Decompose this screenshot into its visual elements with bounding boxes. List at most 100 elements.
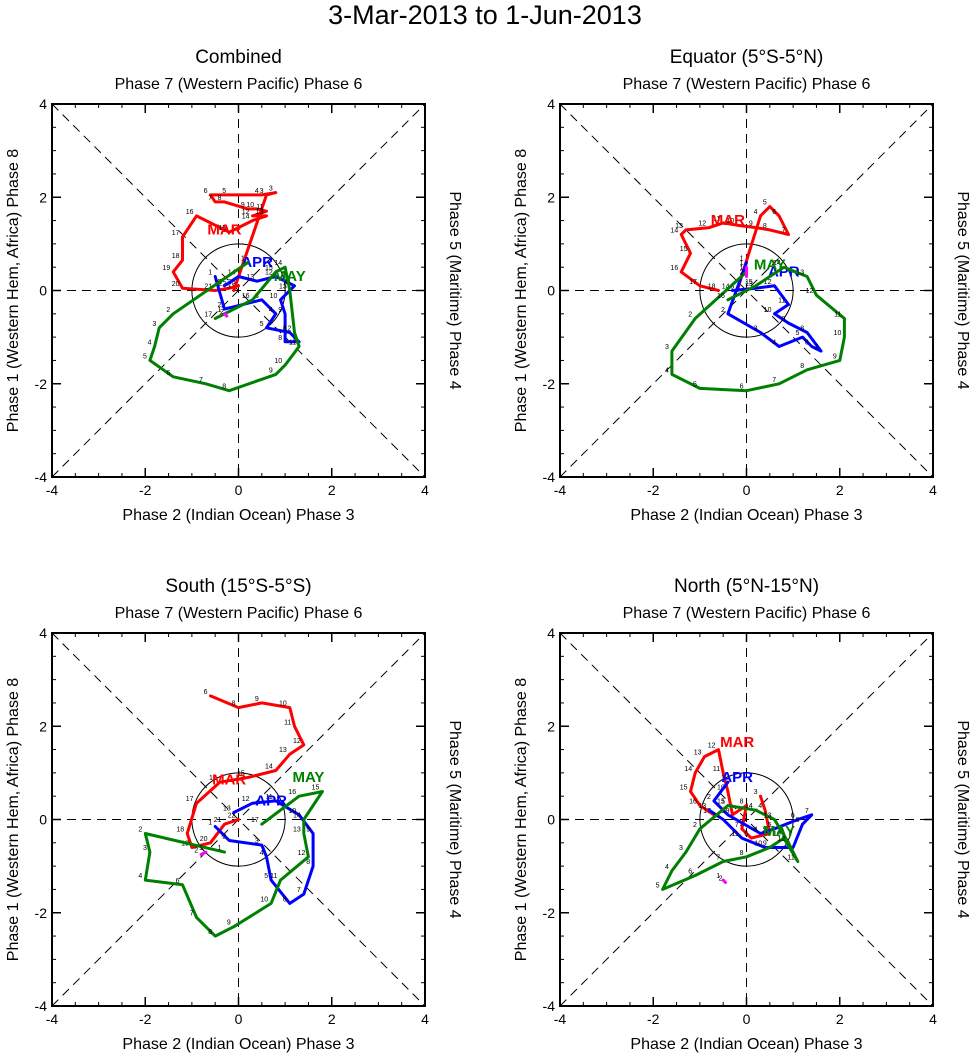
day-label-mar: 9 [726, 808, 730, 815]
x-tick-label: 4 [929, 1011, 937, 1027]
y-tick-label: -4 [543, 998, 556, 1014]
day-label-mar: 17 [186, 796, 194, 803]
day-label-may: 10 [773, 831, 781, 838]
day-label-may: 12 [298, 850, 306, 857]
day-label-mar: 4 [758, 803, 762, 810]
day-label-apr: 3 [754, 325, 758, 332]
left-phase-label: Phase 1 (Western Hem, Africa) Phase 8 [513, 149, 530, 432]
series-line-may [661, 804, 800, 891]
day-label-mar: 11 [256, 204, 263, 211]
series-line-jun [721, 878, 727, 884]
day-label-apr: 5 [796, 330, 800, 337]
day-label-may: 8 [800, 363, 804, 370]
day-label-apr: 13 [745, 281, 753, 288]
x-tick-label: 4 [421, 482, 429, 498]
day-label-may: 9 [763, 840, 767, 847]
series-line-apr [726, 261, 823, 353]
day-label-mar: 12 [698, 221, 706, 228]
y-tick-label: -2 [35, 376, 48, 392]
day-label-mar: 16 [689, 799, 697, 806]
day-label-jun: 1 [199, 845, 203, 852]
series-line-apr [213, 275, 301, 344]
day-label-mar: 9 [749, 221, 753, 228]
day-label-may: 14 [293, 813, 301, 820]
series-line-mar [689, 748, 772, 840]
day-label-apr: 13 [698, 803, 706, 810]
day-label-mar: 8 [218, 195, 222, 202]
day-label-may: 4 [148, 339, 152, 346]
day-label-may: 16 [717, 293, 725, 300]
day-label-mar: 16 [209, 775, 217, 782]
month-label-mar: MAR [720, 734, 754, 751]
day-label-may: 13 [293, 826, 301, 833]
day-label-apr: 10 [754, 840, 762, 847]
y-tick-label: 2 [39, 718, 47, 734]
day-label-mar: 8 [740, 799, 744, 806]
left-phase-label: Phase 1 (Western Hem, Africa) Phase 8 [5, 678, 22, 961]
day-label-apr: 11 [732, 831, 739, 838]
day-label-may: 2 [693, 822, 697, 829]
day-label-apr: 1 [721, 775, 725, 782]
month-label-apr: APR [255, 793, 287, 810]
panel-0: Combined Phase 7 (Western Pacific) Phase … [5, 47, 463, 524]
day-label-mar: 5 [222, 188, 226, 195]
day-label-may: 15 [312, 785, 320, 792]
day-label-may: 8 [208, 929, 212, 936]
bottom-phase-label: Phase 2 (Indian Ocean) Phase 3 [630, 1036, 862, 1053]
y-tick-label: -2 [543, 376, 556, 392]
day-label-apr: 9 [278, 307, 282, 314]
day-label-apr: 12 [242, 796, 250, 803]
day-label-may: 2 [688, 311, 692, 318]
day-label-may: 2 [166, 307, 170, 314]
day-label-may: 16 [288, 789, 296, 796]
day-label-apr: 10 [288, 808, 296, 815]
top-phase-label: Phase 7 (Western Pacific) Phase 6 [115, 605, 363, 622]
series-line-may [148, 261, 301, 393]
y-tick-label: -2 [543, 905, 556, 921]
month-label-may: MAY [763, 823, 795, 840]
day-label-mar: 12 [293, 738, 301, 745]
day-label-may: 8 [222, 384, 226, 391]
day-label-may: 17 [204, 311, 212, 318]
day-label-mar: 13 [675, 223, 683, 230]
day-label-mar: 9 [255, 696, 259, 703]
month-label-may: MAY [274, 268, 306, 285]
day-label-jun: 2 [194, 847, 198, 854]
day-label-mar: 3 [269, 186, 273, 193]
y-tick-label: 0 [39, 283, 47, 299]
day-label-mar: 16 [186, 209, 194, 216]
day-label-apr: 7 [297, 887, 301, 894]
day-label-mar: 18 [708, 284, 716, 291]
day-label-apr: 10 [764, 307, 772, 314]
day-label-may: 13 [764, 813, 772, 820]
x-tick-label: 2 [836, 1011, 844, 1027]
x-tick-label: 0 [235, 1011, 243, 1027]
day-label-may: 3 [143, 845, 147, 852]
panel-title: Equator (5°S-5°N) [670, 47, 824, 68]
series-line-mar [679, 205, 790, 292]
x-tick-label: -2 [647, 1011, 660, 1027]
day-label-may: 6 [740, 384, 744, 391]
day-label-may: 4 [138, 873, 142, 880]
day-label-may: 6 [688, 868, 692, 875]
panel-3: North (5°N-15°N) Phase 7 (Western Pacific… [513, 576, 971, 1053]
day-label-mar: 3 [260, 188, 264, 195]
day-label-apr: 10 [270, 293, 278, 300]
month-label-mar: MAR [711, 212, 745, 229]
day-label-mar: 7 [735, 822, 739, 829]
day-label-mar: 10 [246, 202, 254, 209]
day-label-may: 15 [717, 799, 725, 806]
day-label-apr: 2 [218, 302, 222, 309]
y-tick-label: 4 [547, 625, 555, 641]
day-label-may: 8 [740, 850, 744, 857]
day-label-mar: 14 [684, 766, 692, 773]
day-label-may: 11 [788, 854, 795, 861]
day-label-may: 9 [833, 353, 837, 360]
day-label-mar: 14 [265, 764, 273, 771]
day-label-mar: 13 [279, 747, 287, 754]
day-label-may: 7 [190, 910, 194, 917]
day-label-mar: 3 [730, 284, 734, 291]
month-label-mar: MAR [212, 772, 246, 789]
y-tick-label: 0 [547, 283, 555, 299]
